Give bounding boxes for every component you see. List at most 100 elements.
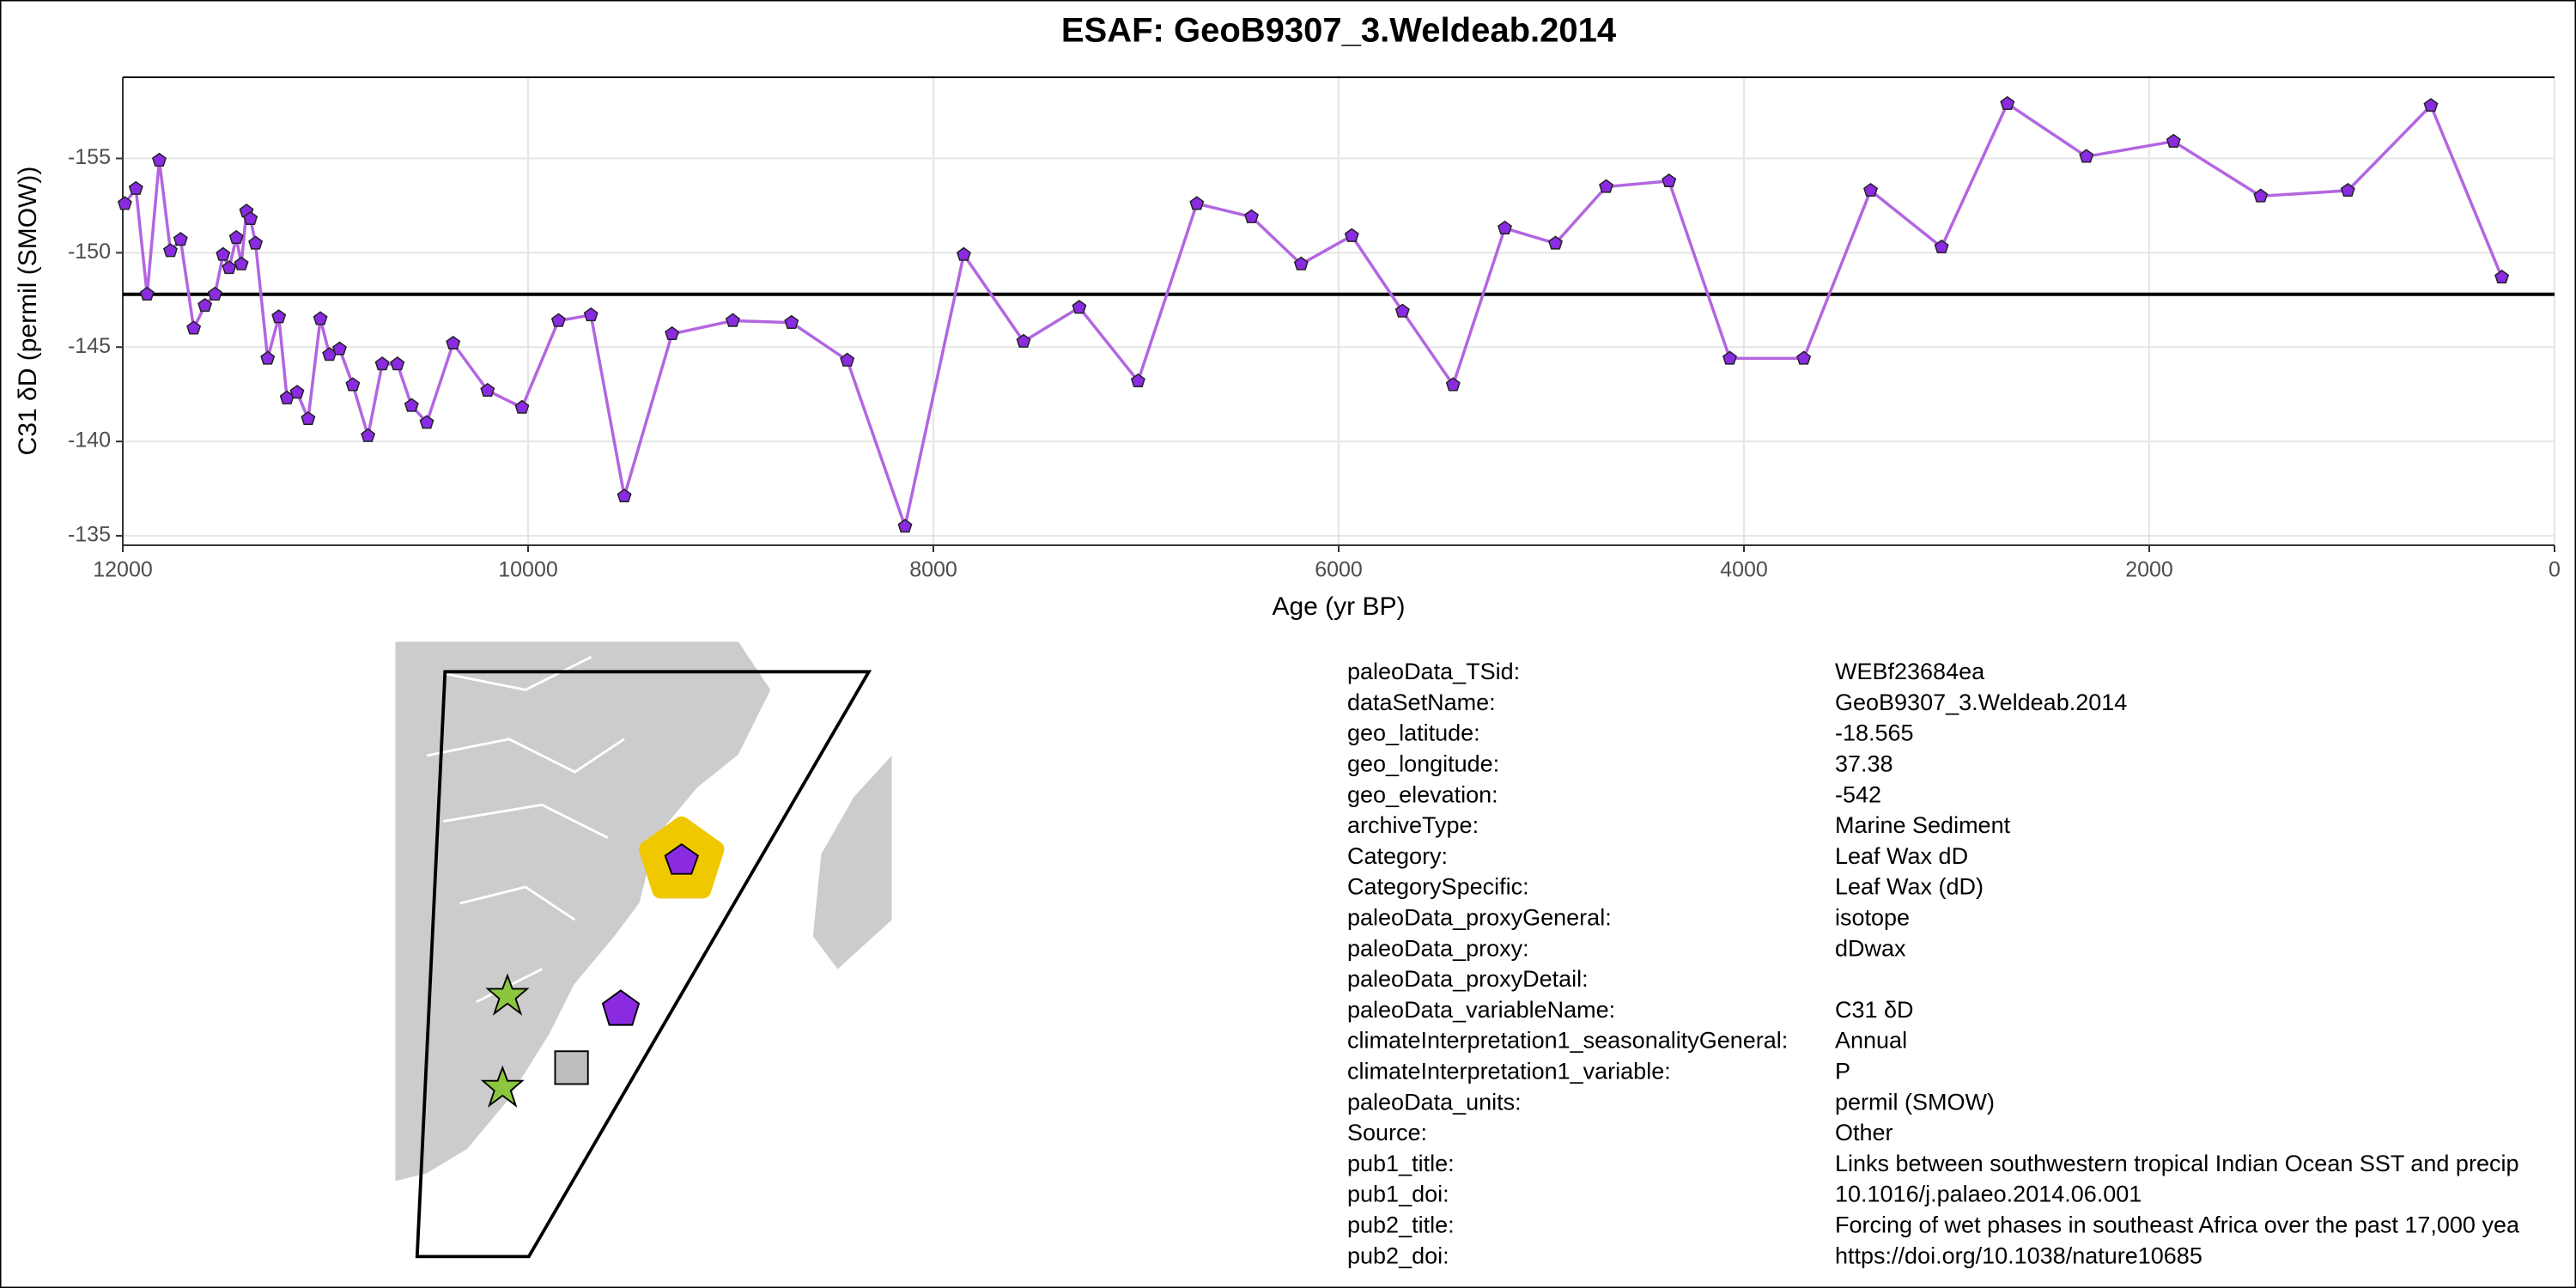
data-point [550, 313, 566, 327]
data-point [260, 350, 276, 365]
y-tick-label: -140 [68, 428, 111, 453]
data-point [446, 335, 461, 350]
data-point [1072, 300, 1087, 314]
data-point [2166, 133, 2181, 148]
meta-key: paleoData_proxy: [1347, 935, 1529, 961]
data-point [2423, 98, 2439, 112]
x-tick-label: 10000 [498, 558, 558, 582]
data-point [1016, 333, 1031, 348]
plot-area: -155 -150 -145 -140 -135 12000 10000 8000 6000 40… [68, 76, 2561, 582]
data-point [243, 210, 258, 226]
meta-value: Other [1835, 1120, 1893, 1145]
meta-value: Links between southwestern tropical Indi… [1835, 1151, 2518, 1176]
meta-key: Category: [1347, 843, 1448, 869]
meta-key: pub1_title: [1347, 1151, 1455, 1176]
x-tick-label: 4000 [1720, 558, 1768, 582]
data-point [419, 415, 434, 429]
meta-key: climateInterpretation1_variable: [1347, 1059, 1671, 1084]
data-point [1244, 209, 1259, 223]
data-point [313, 311, 328, 325]
data-point [514, 399, 530, 414]
y-tick-label: -155 [68, 145, 111, 169]
meta-value: Annual [1835, 1028, 1907, 1054]
x-tick-label: 2000 [2125, 558, 2173, 582]
data-point [784, 314, 799, 329]
meta-key: paleoData_proxyGeneral: [1347, 905, 1612, 931]
meta-value: -18.565 [1835, 720, 1914, 746]
meta-key: Source: [1347, 1120, 1427, 1145]
x-tick-label: 6000 [1315, 558, 1363, 582]
data-point [374, 356, 390, 371]
data-point [271, 309, 287, 324]
y-axis-title: C31 δD (permil (SMOW)) [14, 167, 42, 456]
data-point [301, 410, 316, 425]
data-point [2340, 182, 2355, 197]
data-point [1548, 235, 1563, 250]
data-point [197, 297, 213, 313]
data-point [1344, 228, 1359, 242]
data-point [128, 180, 143, 195]
meta-value: Forcing of wet phases in southeast Afric… [1835, 1212, 2520, 1238]
data-point [2494, 269, 2510, 284]
x-axis-title: Age (yr BP) [1272, 592, 1405, 621]
meta-value: Leaf Wax (dD) [1835, 874, 1984, 900]
chart-title: ESAF: GeoB9307_3.Weldeab.2014 [1061, 12, 1617, 50]
data-point [1796, 350, 1812, 365]
data-point [1662, 173, 1677, 188]
data-point [2079, 149, 2094, 163]
data-point [152, 152, 167, 167]
data-point [583, 307, 598, 322]
data-point [1934, 239, 1949, 254]
meta-value: permil (SMOW) [1835, 1089, 1995, 1115]
meta-value: WEBf23684ea [1835, 659, 1985, 684]
data-point [289, 385, 305, 399]
meta-key: dataSetName: [1347, 690, 1496, 715]
meta-value: P [1835, 1059, 1850, 1084]
data-point [617, 488, 632, 503]
metadata-table: paleoData_TSid: WEBf23684ea dataSetName: Ge… [1347, 659, 2520, 1268]
y-tick-label: -150 [68, 240, 111, 264]
meta-value: isotope [1835, 905, 1910, 931]
y-tick-label: -145 [68, 334, 111, 358]
meta-key: CategorySpecific: [1347, 874, 1529, 900]
meta-value: Leaf Wax dD [1835, 843, 1968, 869]
data-point [173, 232, 188, 246]
data-point [345, 377, 361, 392]
meta-key: geo_elevation: [1347, 781, 1498, 807]
data-point [404, 398, 419, 412]
meta-key: pub1_doi: [1347, 1182, 1449, 1207]
data-point [897, 519, 913, 533]
meta-value: Marine Sediment [1835, 812, 2011, 838]
data-point [222, 260, 237, 275]
data-point [1394, 303, 1410, 318]
meta-value: dDwax [1835, 935, 1906, 961]
data-point [2253, 188, 2269, 203]
data-point [248, 235, 264, 250]
data-point [1189, 196, 1205, 210]
data-point [216, 246, 231, 261]
map-land [394, 641, 892, 1184]
meta-key: paleoData_TSid: [1347, 659, 1520, 684]
meta-key: climateInterpretation1_seasonalityGenera… [1347, 1028, 1788, 1054]
data-point [117, 196, 132, 210]
meta-value: https://doi.org/10.1038/nature10685 [1835, 1242, 2202, 1268]
data-point [207, 286, 222, 301]
data-point [1498, 220, 1512, 235]
map [394, 641, 892, 1259]
data-point [1445, 377, 1461, 392]
data-point [840, 352, 855, 367]
meta-value: GeoB9307_3.Weldeab.2014 [1835, 690, 2127, 715]
meta-key: pub2_doi: [1347, 1242, 1449, 1268]
meta-value: -542 [1835, 781, 1881, 807]
data-point [139, 286, 155, 301]
meta-key: pub2_title: [1347, 1212, 1455, 1238]
data-point [1130, 373, 1145, 388]
data-point [228, 229, 244, 245]
data-point [186, 320, 202, 335]
data-point [1863, 182, 1878, 197]
data-point [480, 382, 495, 398]
x-tick-label: 8000 [909, 558, 957, 582]
data-point [390, 356, 405, 371]
data-point [1722, 350, 1737, 365]
